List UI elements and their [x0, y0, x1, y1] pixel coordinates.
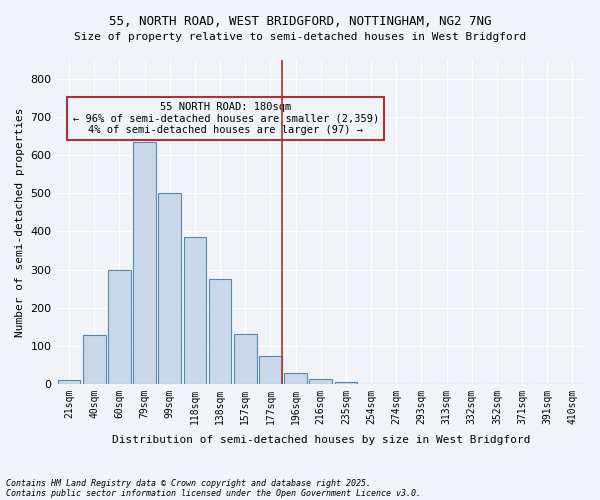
- Bar: [335, 382, 357, 384]
- X-axis label: Distribution of semi-detached houses by size in West Bridgford: Distribution of semi-detached houses by …: [112, 435, 530, 445]
- Bar: [209, 279, 232, 384]
- Text: Size of property relative to semi-detached houses in West Bridgford: Size of property relative to semi-detach…: [74, 32, 526, 42]
- Y-axis label: Number of semi-detached properties: Number of semi-detached properties: [15, 107, 25, 336]
- Bar: [184, 237, 206, 384]
- Text: 55, NORTH ROAD, WEST BRIDGFORD, NOTTINGHAM, NG2 7NG: 55, NORTH ROAD, WEST BRIDGFORD, NOTTINGH…: [109, 15, 491, 28]
- Bar: [259, 356, 282, 384]
- Bar: [83, 335, 106, 384]
- Text: Contains HM Land Registry data © Crown copyright and database right 2025.: Contains HM Land Registry data © Crown c…: [6, 478, 371, 488]
- Bar: [58, 380, 80, 384]
- Bar: [108, 270, 131, 384]
- Bar: [234, 334, 257, 384]
- Bar: [133, 142, 156, 384]
- Text: Contains public sector information licensed under the Open Government Licence v3: Contains public sector information licen…: [6, 488, 421, 498]
- Bar: [284, 373, 307, 384]
- Text: 55 NORTH ROAD: 180sqm
← 96% of semi-detached houses are smaller (2,359)
4% of se: 55 NORTH ROAD: 180sqm ← 96% of semi-deta…: [73, 102, 379, 136]
- Bar: [158, 194, 181, 384]
- Bar: [310, 379, 332, 384]
